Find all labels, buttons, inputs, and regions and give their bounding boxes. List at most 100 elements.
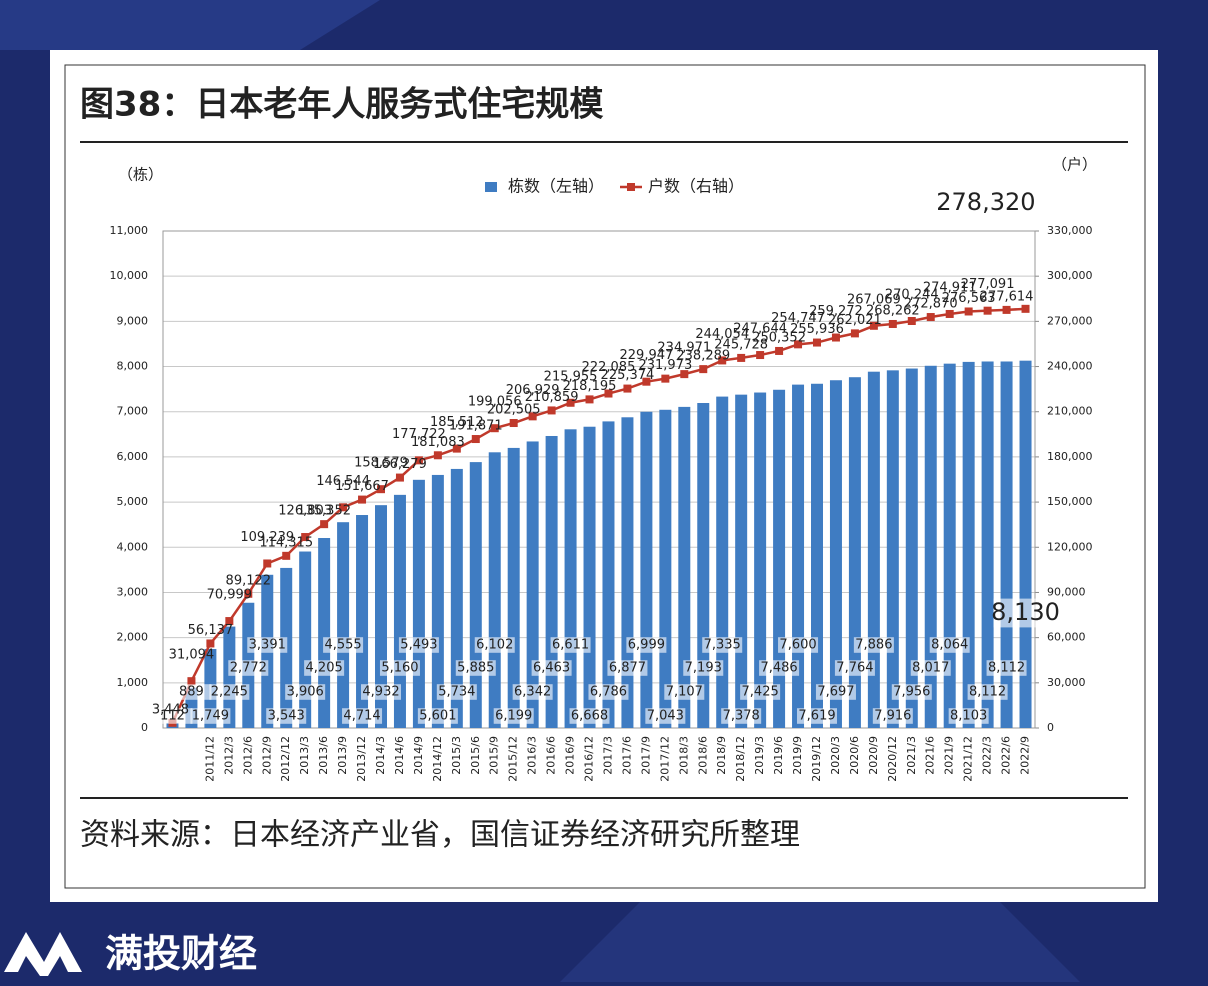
bar-value-label: 5,885 — [457, 661, 494, 676]
line-value-label: 158,579 — [354, 456, 408, 471]
marker — [433, 451, 442, 460]
line-value-label: 255,936 — [790, 322, 844, 337]
line-value-label: 114,315 — [259, 535, 313, 550]
label-bg — [929, 637, 970, 653]
label-bg — [342, 708, 383, 724]
bar — [905, 368, 918, 728]
bar — [621, 417, 634, 728]
bar-value-label: 6,342 — [514, 685, 551, 700]
line-value-label: 247,644 — [733, 322, 787, 337]
bar-value-label: 6,999 — [628, 638, 665, 653]
label-bg — [512, 684, 553, 700]
x-tick-label: 2016/9 — [564, 736, 577, 775]
x-tick-label: 2020/3 — [829, 736, 842, 775]
x-tick-label: 2012/12 — [279, 736, 292, 782]
bar-value-label: 7,378 — [723, 709, 760, 724]
line-value-label: 272,870 — [904, 297, 958, 312]
label-bg — [815, 684, 856, 700]
marker — [490, 424, 499, 433]
bar — [659, 409, 672, 728]
line-value-label: 185,512 — [430, 415, 484, 430]
bar-value-label: 8,130 — [991, 598, 1060, 626]
marker — [699, 365, 708, 374]
x-tick-label: 2017/12 — [658, 736, 671, 782]
line-value-label: 191,871 — [449, 419, 503, 434]
x-tick-label: 2016/12 — [583, 736, 596, 782]
bar — [829, 380, 842, 728]
label-bg — [209, 684, 250, 700]
marker — [320, 520, 329, 529]
x-tick-label: 2017/3 — [601, 736, 614, 775]
y2-tick-label: 270,000 — [1047, 314, 1093, 327]
bar-value-label: 7,956 — [893, 685, 930, 700]
bar — [678, 406, 691, 728]
x-tick-label: 2022/9 — [1019, 736, 1032, 775]
bar — [602, 421, 615, 728]
y-tick-label: 2,000 — [117, 631, 149, 644]
bg-shape — [560, 902, 1080, 982]
marker — [187, 677, 196, 686]
y-tick-label: 11,000 — [110, 224, 149, 237]
x-tick-label: 2020/6 — [848, 736, 861, 775]
label-bg — [740, 684, 781, 700]
marker — [888, 319, 897, 328]
line-value-label: 267,069 — [847, 292, 901, 307]
marker — [263, 559, 272, 568]
x-tick-label: 2013/12 — [355, 736, 368, 782]
label-bg — [152, 708, 193, 724]
bg-shape — [0, 0, 380, 50]
marker — [225, 617, 234, 626]
bar — [735, 394, 748, 728]
marker — [452, 444, 461, 453]
line-value-label: 254,747 — [771, 311, 825, 326]
label-bg — [531, 660, 572, 676]
label-bg — [967, 684, 1008, 700]
x-tick-label: 2015/9 — [488, 736, 501, 775]
x-tick-label: 2016/3 — [526, 736, 539, 775]
y2-tick-label: 330,000 — [1047, 224, 1093, 237]
x-tick-label: 2017/6 — [620, 736, 633, 775]
chart-title: 图38：日本老年人服务式住宅规模 — [80, 85, 603, 125]
marker — [244, 589, 253, 598]
x-tick-label: 2017/9 — [639, 736, 652, 775]
bar-value-label: 7,886 — [855, 638, 892, 653]
line-value-label: 274,911 — [923, 280, 977, 295]
label-bg — [993, 598, 1058, 628]
y2-tick-label: 60,000 — [1047, 631, 1086, 644]
x-tick-label: 2021/9 — [943, 736, 956, 775]
label-bg — [436, 684, 477, 700]
marker — [869, 321, 878, 330]
bar — [299, 551, 312, 728]
x-tick-label: 2021/12 — [962, 736, 975, 782]
legend-swatch — [485, 182, 497, 192]
label-bg — [626, 637, 667, 653]
bar-value-label: 1,749 — [192, 709, 229, 724]
marker — [528, 412, 537, 421]
label-bg — [190, 708, 231, 724]
bar — [507, 447, 520, 728]
bar-value-label: 4,555 — [324, 638, 361, 653]
marker — [945, 309, 954, 318]
bar — [412, 479, 425, 728]
label-bg — [493, 708, 534, 724]
label-bg — [247, 637, 288, 653]
marker — [301, 533, 310, 542]
bar — [697, 403, 710, 728]
bar — [356, 515, 369, 728]
line-value-label: 89,122 — [226, 573, 272, 588]
bar-value-label: 6,463 — [533, 661, 570, 676]
marker — [718, 356, 727, 365]
marker — [850, 329, 859, 338]
label-bg — [702, 637, 743, 653]
bar — [526, 441, 539, 728]
line-value-label: 245,728 — [714, 337, 768, 352]
plot: 0 1,000 2,000 3,000 4,000 5,000 6,000 7,000 8,00… — [110, 177, 1093, 782]
marker — [794, 340, 803, 349]
label-bg — [398, 637, 439, 653]
line-value-label: 70,999 — [207, 588, 253, 603]
x-tick-label: 2014/3 — [374, 736, 387, 775]
x-tick-label: 2021/3 — [905, 736, 918, 775]
bar — [545, 435, 558, 728]
bar-value-label: 6,786 — [590, 685, 627, 700]
